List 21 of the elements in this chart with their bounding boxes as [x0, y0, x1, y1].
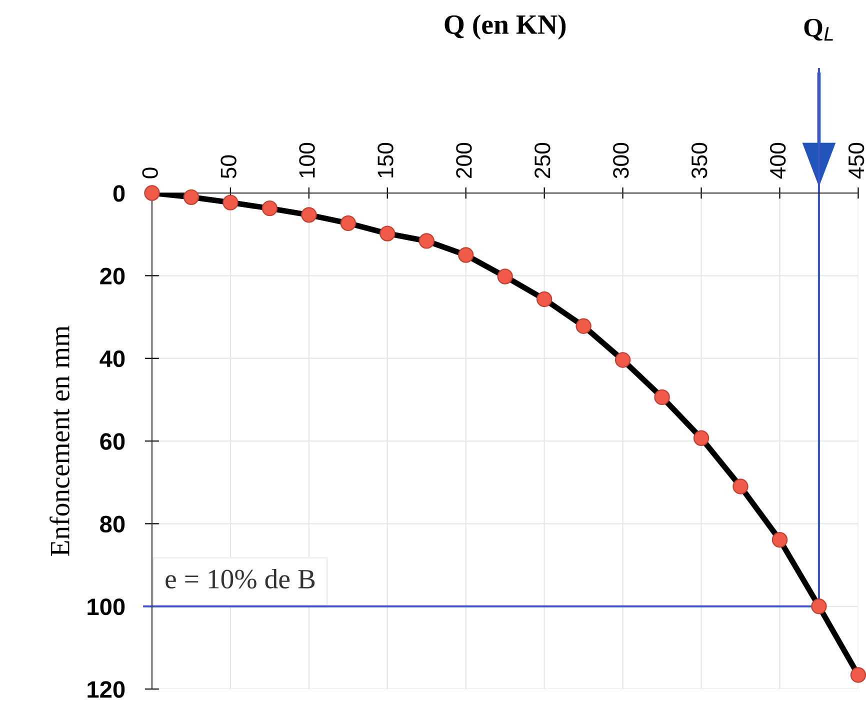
x-tick-label: 300 [613, 142, 629, 178]
y-tick-label: 40 [100, 350, 125, 368]
x-tick-label: 50 [220, 155, 236, 178]
x-axis-title: Q (en KN) [444, 14, 566, 40]
x-tick-label: 400 [770, 142, 786, 179]
x-tick-label: 200 [456, 142, 472, 178]
x-tick-label: 150 [378, 142, 394, 178]
y-tick-label: 0 [113, 185, 125, 202]
x-tick-label: 100 [299, 142, 315, 178]
x-tick-label: 450 [848, 142, 864, 179]
x-tick-label: 0 [142, 168, 158, 178]
annotation: e = 10% de B [166, 568, 315, 589]
y-tick-label: 80 [100, 516, 125, 532]
ref-line-label: Q$_{L}$ [804, 18, 833, 41]
x-tick-label: 250 [534, 142, 550, 178]
y-tick-label: 100 [88, 598, 125, 616]
y-axis-title: Enfoncement en mm [50, 326, 70, 556]
y-tick-label: 120 [88, 681, 125, 698]
y-tick-label: 60 [100, 433, 125, 450]
y-tick-label: 20 [100, 268, 125, 284]
x-tick-label: 350 [691, 142, 708, 178]
